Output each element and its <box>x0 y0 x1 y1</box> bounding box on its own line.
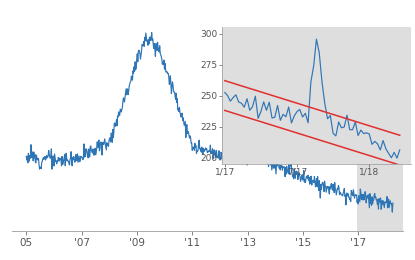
Text: Initial Jobless Claims (Seasonally Adjusted): 2005 - 2018: Initial Jobless Claims (Seasonally Adjus… <box>4 7 411 20</box>
Bar <box>357 30 403 231</box>
